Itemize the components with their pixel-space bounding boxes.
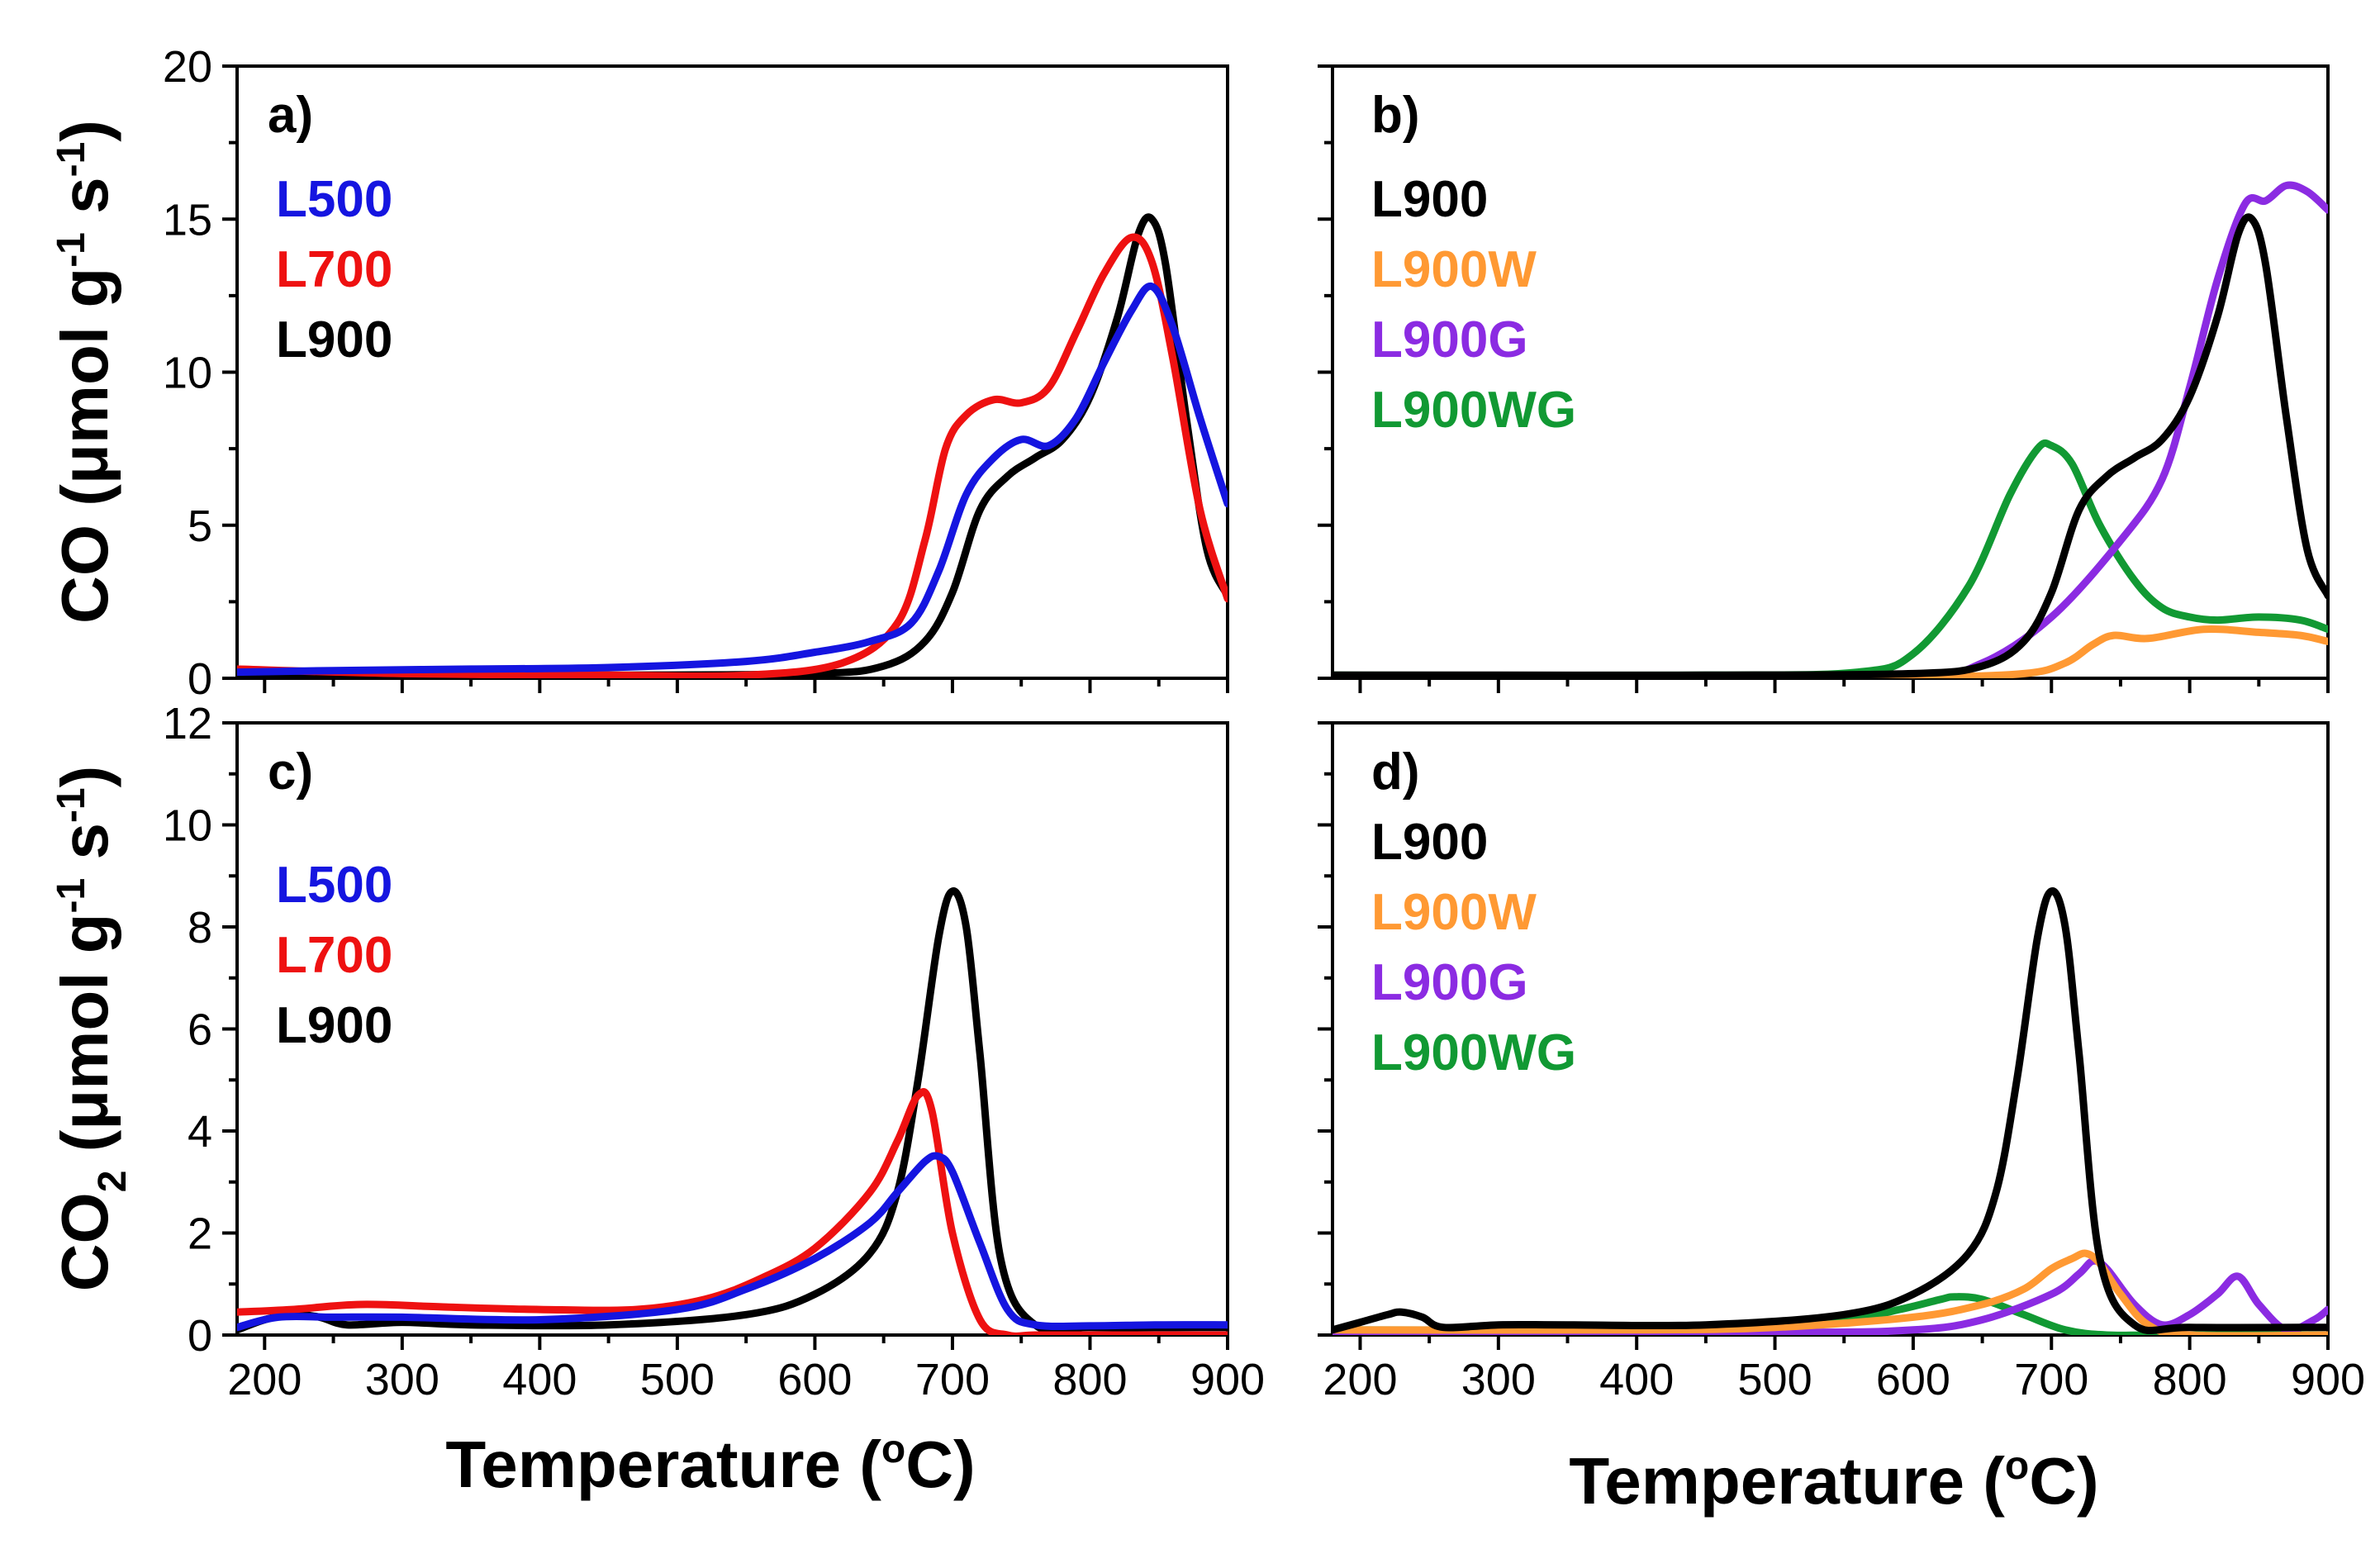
legend-entry-l900wg: L900WG xyxy=(1371,382,1576,439)
x-tick-label: 200 xyxy=(1323,1355,1397,1404)
series-line-l900wg xyxy=(1333,439,2328,678)
legend-entry-l700: L700 xyxy=(276,927,392,984)
panel-label-b: b) xyxy=(1371,87,1420,144)
x-tick-label: 800 xyxy=(1052,1355,1127,1404)
y-tick-label: 0 xyxy=(188,654,212,704)
x-axis-title-left: Temperature (oC) xyxy=(445,1428,975,1501)
x-tick-label: 700 xyxy=(2014,1355,2088,1404)
legend-entry-l500: L500 xyxy=(276,857,392,914)
panel-label-d: d) xyxy=(1371,744,1420,801)
x-tick-label: 200 xyxy=(227,1355,302,1404)
x-tick-label: 700 xyxy=(915,1355,990,1404)
y-tick-label: 10 xyxy=(163,801,212,851)
x-tick-label: 600 xyxy=(1876,1355,1950,1404)
panel-a-frame xyxy=(235,64,1229,680)
y-tick-label: 2 xyxy=(188,1209,212,1259)
legend-entry-l900: L900 xyxy=(276,997,392,1054)
y-axis-title-co: CO (μmol g-1 s-1) xyxy=(48,120,121,624)
panel-a: 0 5 10 15 20 a) L500 L700 L900 xyxy=(163,42,1229,704)
panel-b-frame xyxy=(1331,64,2330,680)
panel-label-c: c) xyxy=(268,744,313,801)
legend-entry-l500: L500 xyxy=(276,171,392,228)
y-tick-label: 10 xyxy=(163,349,212,398)
y-axis-title-co2: CO2 (μmol g-1 s-1) xyxy=(48,766,135,1292)
x-tick-label: 600 xyxy=(777,1355,852,1404)
panel-label-a: a) xyxy=(268,87,313,144)
series-line-l500 xyxy=(237,1152,1228,1332)
legend-entry-l900: L900 xyxy=(276,311,392,368)
y-tick-label: 4 xyxy=(188,1107,212,1157)
panel-c: 200 300 400 500 600 700 800 900 0 2 4 6 8 10 12 c) L50… xyxy=(163,699,1265,1404)
x-tick-label: 900 xyxy=(1190,1355,1265,1404)
series-line-l700 xyxy=(237,1088,1228,1335)
legend-entry-l700: L700 xyxy=(276,241,392,298)
y-tick-label: 12 xyxy=(163,699,212,748)
series-line-l700 xyxy=(237,233,1228,678)
legend-entry-l900wg: L900WG xyxy=(1371,1024,1576,1081)
y-tick-label: 8 xyxy=(188,903,212,953)
x-tick-label: 400 xyxy=(1599,1355,1674,1404)
y-tick-label: 15 xyxy=(163,195,212,245)
x-tick-label: 500 xyxy=(640,1355,715,1404)
legend-entry-l900w: L900W xyxy=(1371,884,1537,941)
x-tick-label: 900 xyxy=(2291,1355,2365,1404)
panel-b: b) L900 L900W L900G L900WG xyxy=(1318,64,2330,693)
legend-entry-l900w: L900W xyxy=(1371,241,1537,298)
legend-entry-l900g: L900G xyxy=(1371,311,1528,368)
series-line-l900 xyxy=(1333,213,2328,678)
y-tick-label: 5 xyxy=(188,501,212,551)
legend-entry-l900: L900 xyxy=(1371,171,1488,228)
x-tick-label: 500 xyxy=(1738,1355,1812,1404)
y-tick-label: 0 xyxy=(188,1311,212,1361)
series-line-l500 xyxy=(237,283,1228,677)
x-tick-label: 400 xyxy=(502,1355,577,1404)
series-line-l900 xyxy=(237,887,1228,1334)
panel-d: 200 300 400 500 600 700 800 900 d) L900 L900W L… xyxy=(1318,721,2365,1404)
series-line-l900w xyxy=(1333,1249,2328,1335)
legend-entry-l900: L900 xyxy=(1371,814,1488,871)
series-line-l900 xyxy=(1333,887,2328,1334)
x-tick-label: 800 xyxy=(2153,1355,2227,1404)
x-tick-label: 300 xyxy=(365,1355,439,1404)
y-tick-label: 20 xyxy=(163,42,212,92)
x-axis-title-right: Temperature (oC) xyxy=(1569,1444,2098,1518)
legend-entry-l900g: L900G xyxy=(1371,954,1528,1011)
y-tick-label: 6 xyxy=(188,1005,212,1055)
series-line-l900w xyxy=(1333,625,2328,678)
x-tick-label: 300 xyxy=(1461,1355,1536,1404)
